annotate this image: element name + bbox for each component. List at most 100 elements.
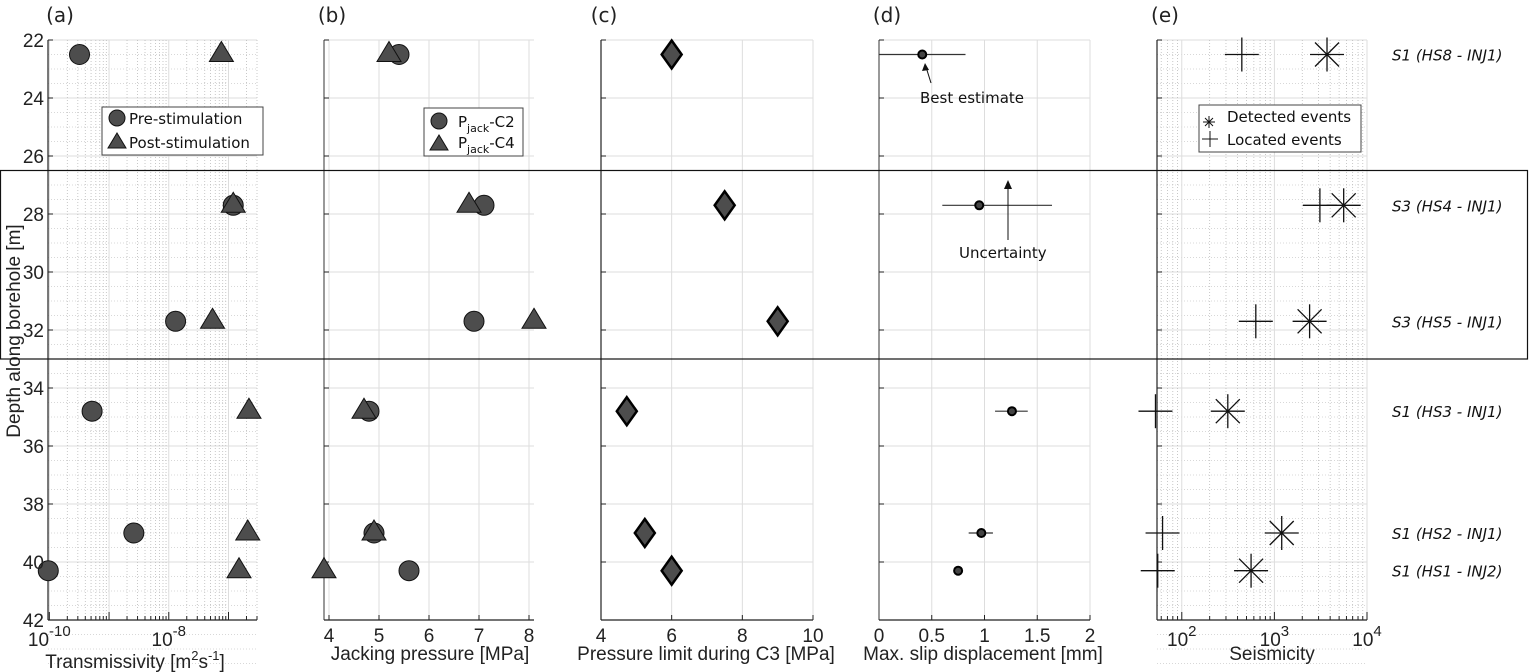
tick-exponent: 4 — [1373, 623, 1381, 640]
tick-exponent: -8 — [173, 623, 186, 640]
arrow-head-icon — [1004, 180, 1012, 189]
legend-b-entry-1-p: P — [458, 134, 467, 152]
x-axis-label-a-base: Transmissivity [m — [45, 652, 191, 672]
annotation-uncertainty: Uncertainty — [959, 180, 1047, 262]
point-c-diamond — [713, 189, 737, 222]
row-label: S3 (HS4 - INJ1) — [1392, 197, 1502, 215]
point-a-circle — [123, 522, 145, 544]
panel-label-c: (c) — [591, 3, 618, 27]
tick-base: 10 — [152, 630, 173, 651]
tick-exponent: -10 — [49, 623, 71, 640]
tick-base: 10 — [28, 630, 49, 651]
y-tick-label: 36 — [23, 437, 44, 458]
point-e-plus — [1302, 188, 1337, 223]
x-tick-label-b: 4 — [324, 626, 335, 647]
legend-e-entry-0: Detected events — [1227, 108, 1351, 126]
legend-a-entry-0: Pre-stimulation — [129, 110, 242, 128]
x-tick-label-e: 103 — [1260, 623, 1289, 651]
y-tick-label: 30 — [23, 263, 44, 284]
legend-a-box — [101, 106, 264, 156]
x-axis-label-c: Pressure limit during C3 [MPa] — [577, 644, 835, 665]
x-tick-label-d: 1 — [979, 626, 990, 647]
y-axis-label: Depth along borehole [m] — [4, 224, 25, 437]
y-tick-label: 42 — [23, 611, 44, 632]
x-tick-label-c: 6 — [666, 626, 677, 647]
point-e-asterisk — [1234, 553, 1269, 588]
arrow-head-icon — [922, 63, 929, 71]
point-e-plus — [1138, 394, 1173, 429]
asterisk-stroke — [1297, 308, 1323, 334]
x-tick-label-d: 0 — [874, 626, 885, 647]
x-tick-label-d: 2 — [1085, 626, 1096, 647]
legend-b-entry-0-suffix: -C2 — [489, 113, 514, 131]
legend-b-entry-0: Pjack-C2 — [458, 113, 515, 135]
legend-a: Pre-stimulation Post-stimulation — [101, 106, 264, 156]
tick-base: 10 — [1167, 630, 1188, 651]
x-tick-label-c: 4 — [596, 626, 607, 647]
point-d-dot — [974, 200, 985, 211]
legend-b-entry-0-sub: jack — [466, 122, 490, 135]
panel-label-d: (d) — [873, 3, 901, 27]
y-tick-label: 28 — [23, 205, 44, 226]
x-tick-label-b: 6 — [424, 626, 435, 647]
point-a-triangle — [234, 519, 261, 541]
point-b-triangle — [351, 397, 377, 419]
point-e-asterisk — [1310, 37, 1345, 72]
legend-b-entry-1-suffix: -C4 — [489, 134, 514, 152]
x-tick-label-e: 104 — [1352, 623, 1381, 651]
point-a-circle — [165, 310, 187, 332]
legend-b-entry-0-p: P — [458, 113, 467, 131]
point-d-dot — [1006, 406, 1017, 417]
row-label: S1 (HS1 - INJ2) — [1392, 563, 1502, 581]
row-label: S1 (HS2 - INJ1) — [1392, 525, 1502, 543]
point-e-plus — [1140, 553, 1175, 588]
y-tick-label: 32 — [23, 321, 44, 342]
x-axis-label-d: Max. slip displacement [mm] — [863, 644, 1103, 665]
point-a-circle — [37, 560, 59, 582]
asterisk-stroke — [1238, 558, 1264, 584]
point-a-triangle — [208, 40, 235, 62]
point-e-asterisk — [1292, 304, 1327, 339]
point-c-diamond — [633, 516, 657, 550]
legend-b: Pjack-C2 Pjack-C4 — [423, 107, 524, 157]
x-axis-label-a-mid: s — [198, 652, 208, 672]
tick-base: 10 — [1260, 630, 1281, 651]
point-b-circle — [398, 560, 420, 582]
point-b-triangle — [311, 556, 337, 579]
point-c-diamond — [660, 38, 684, 71]
x-axis-label-a-end: ] — [220, 652, 225, 672]
legend-a-entry-1: Post-stimulation — [129, 134, 250, 152]
x-tick-label-a: 10-8 — [152, 623, 186, 651]
row-label: S1 (HS8 - INJ1) — [1392, 47, 1502, 65]
point-e-asterisk — [1210, 394, 1245, 429]
y-tick-label: 40 — [23, 553, 44, 574]
point-a-circle — [69, 44, 91, 65]
y-tick-label: 26 — [23, 147, 44, 168]
x-tick-label-b: 8 — [524, 626, 535, 647]
asterisk-stroke — [1215, 398, 1241, 424]
asterisk-stroke — [1314, 42, 1340, 67]
panel-label-b: (b) — [318, 3, 346, 27]
asterisk-stroke — [1331, 192, 1357, 218]
tick-base: 10 — [1352, 630, 1373, 651]
x-axis-label-e: Seismicity — [1229, 644, 1315, 665]
asterisk-stroke — [1269, 520, 1295, 546]
legend-triangle-marker — [107, 132, 127, 149]
point-c-diamond — [766, 305, 790, 338]
x-axis-label-a-sup1: 2 — [191, 648, 198, 663]
tick-exponent: 3 — [1281, 623, 1289, 640]
point-e-asterisk — [1264, 516, 1299, 550]
panel-label-a: (a) — [46, 3, 74, 27]
point-a-triangle — [226, 556, 252, 579]
point-b-circle — [463, 310, 485, 332]
point-b-triangle — [456, 191, 482, 213]
x-tick-label-b: 7 — [474, 626, 485, 647]
x-axis-label-b: Jacking pressure [MPa] — [331, 644, 530, 665]
y-tick-label: 22 — [23, 31, 44, 52]
y-tick-label: 24 — [23, 89, 45, 110]
point-b-triangle — [521, 307, 547, 329]
legend-asterisk-marker — [1203, 116, 1215, 128]
point-c-diamond — [615, 395, 639, 428]
row-label: S3 (HS5 - INJ1) — [1392, 313, 1502, 331]
